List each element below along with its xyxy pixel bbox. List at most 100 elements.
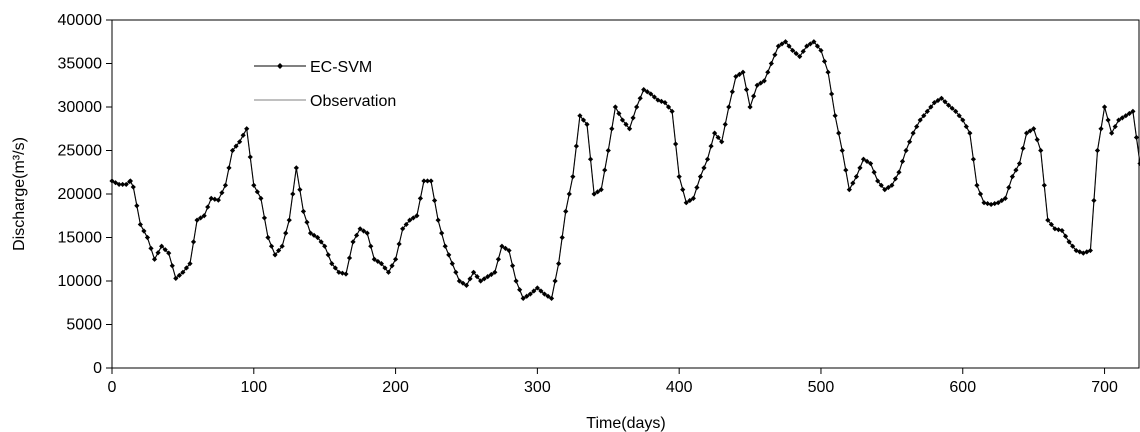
data-point <box>733 73 739 80</box>
y-tick-label: 35000 <box>58 56 103 73</box>
data-point <box>889 182 895 188</box>
data-point <box>587 156 594 162</box>
data-point <box>921 113 927 119</box>
data-point <box>694 184 700 191</box>
data-point <box>616 110 622 117</box>
data-point <box>1119 115 1125 121</box>
y-tick-label: 20000 <box>58 186 103 203</box>
data-point <box>896 169 902 175</box>
data-point <box>836 130 842 136</box>
data-point <box>935 97 941 104</box>
data-point <box>793 50 799 57</box>
data-point <box>772 52 778 58</box>
data-point <box>1126 110 1132 117</box>
x-tick-label: 300 <box>524 379 551 396</box>
data-point <box>712 130 718 136</box>
data-point <box>449 261 455 267</box>
legend: EC-SVM Observation <box>254 59 396 110</box>
data-point <box>1105 117 1111 123</box>
data-point <box>325 252 331 258</box>
data-point <box>871 169 877 175</box>
data-point <box>205 204 211 210</box>
data-point <box>563 208 569 214</box>
data-point <box>176 272 182 278</box>
data-point <box>385 269 392 275</box>
data-point <box>318 239 324 245</box>
data-point <box>1098 126 1104 132</box>
data-point <box>453 269 459 275</box>
data-point <box>244 126 250 132</box>
data-point <box>293 165 299 171</box>
data-point <box>524 293 530 299</box>
data-point <box>1038 147 1044 154</box>
legend-label-ec-svm: EC-SVM <box>310 59 372 76</box>
data-point <box>984 200 991 207</box>
data-point <box>368 243 374 249</box>
data-point <box>435 217 441 223</box>
data-point <box>279 243 285 249</box>
data-point <box>336 269 342 275</box>
data-point <box>283 230 289 236</box>
data-point <box>439 230 445 236</box>
data-point <box>960 117 966 123</box>
data-point <box>570 174 576 180</box>
data-point <box>198 215 204 221</box>
data-point <box>112 180 119 186</box>
data-point <box>251 182 257 188</box>
data-point <box>1031 126 1037 132</box>
data-point <box>665 104 672 110</box>
data-point <box>641 87 647 93</box>
data-point <box>825 69 831 75</box>
data-point <box>346 255 353 261</box>
data-point <box>740 69 746 75</box>
data-point <box>992 200 998 207</box>
data-point <box>375 258 381 265</box>
data-point <box>343 271 349 277</box>
data-point <box>424 178 431 184</box>
data-point <box>995 200 1001 206</box>
data-point <box>392 256 399 262</box>
data-point <box>680 187 686 193</box>
data-point <box>619 117 626 123</box>
data-point <box>229 147 236 154</box>
data-point <box>538 288 544 294</box>
data-point <box>1070 243 1076 249</box>
data-point <box>945 102 952 108</box>
data-point <box>651 94 657 100</box>
data-point <box>134 203 140 209</box>
y-tick-label: 25000 <box>58 143 103 160</box>
data-point <box>1137 160 1140 167</box>
data-point <box>417 195 423 201</box>
data-point <box>130 184 136 190</box>
legend-marker-ec-svm <box>277 63 283 69</box>
data-point <box>857 165 863 171</box>
data-point <box>719 139 725 145</box>
data-point <box>811 39 817 45</box>
data-point <box>1048 221 1054 228</box>
data-point <box>970 156 976 162</box>
y-tick-label: 5000 <box>66 317 102 334</box>
data-point <box>534 285 540 291</box>
data-point <box>431 197 438 204</box>
data-point <box>1041 182 1047 188</box>
data-point <box>162 247 168 253</box>
data-point <box>258 195 264 201</box>
plot-area-border <box>111 19 1140 369</box>
data-point <box>456 278 462 284</box>
data-point <box>1006 184 1012 191</box>
data-point <box>928 104 934 110</box>
data-point <box>421 178 427 184</box>
data-point <box>917 117 923 123</box>
data-point <box>963 123 969 130</box>
data-point <box>517 287 523 293</box>
data-point <box>180 269 186 275</box>
data-point <box>882 187 888 193</box>
y-tick-label: 30000 <box>58 99 103 116</box>
series-line-observation <box>111 41 1140 300</box>
data-point <box>885 184 891 191</box>
data-point <box>329 261 335 267</box>
data-point <box>297 187 303 193</box>
data-point <box>233 143 239 149</box>
